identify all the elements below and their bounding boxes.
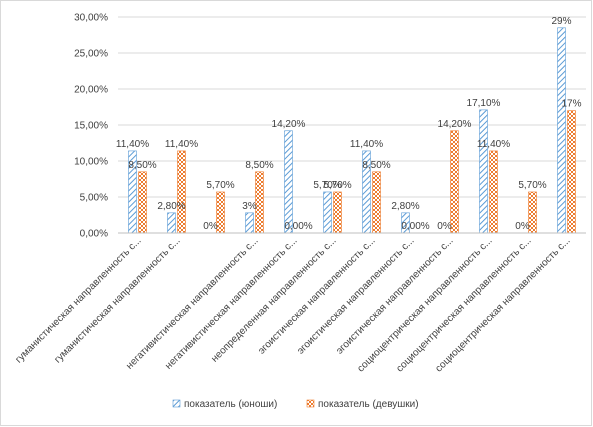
data-label: 0,00% — [401, 221, 429, 232]
bar-girls — [138, 171, 147, 234]
bar-boys — [167, 212, 176, 234]
legend-swatch — [306, 399, 315, 408]
y-tick-label: 10,00% — [74, 157, 108, 168]
x-category-label: негативистическая направленность с... — [124, 235, 260, 371]
data-label: 3% — [242, 201, 257, 212]
legend-swatch — [172, 399, 181, 408]
bar-boys — [245, 212, 254, 234]
data-label: 14,20% — [438, 119, 472, 130]
data-label: 11,40% — [116, 139, 149, 150]
bar-girls — [333, 191, 342, 234]
bar-girls — [372, 171, 381, 234]
x-category-label: социоцентрическая направленность с... — [395, 235, 534, 374]
y-tick-label: 5,00% — [80, 193, 108, 204]
gridlines — [118, 16, 586, 234]
bar-boys — [284, 130, 293, 234]
data-label: 29% — [551, 16, 571, 27]
data-label: 8,50% — [128, 160, 156, 171]
bar-girls — [489, 150, 498, 234]
data-labels: 11,40% 2,80% 0% 3% 14,20% 5,70% 11,40% 2,80% 0% 1… — [116, 16, 582, 232]
y-tick-label: 25,00% — [74, 49, 108, 60]
data-label: 2,80% — [391, 201, 419, 212]
data-label: 11,40% — [477, 139, 510, 150]
data-label: 8,50% — [245, 160, 273, 171]
data-label: 0% — [437, 221, 452, 232]
data-label: 2,80% — [157, 201, 185, 212]
data-label: 14,20% — [272, 119, 306, 130]
data-label: 5,70% — [206, 180, 234, 191]
legend-label: показатель (юноши) — [184, 399, 277, 410]
data-label: 11,40% — [350, 139, 383, 150]
y-axis: 0,00% 5,00% 10,00% 15,00% 20,00% 25,00% 30,00% — [74, 13, 108, 240]
y-tick-label: 30,00% — [74, 13, 108, 24]
x-axis: гуманистическая направленность с...гуман… — [14, 232, 586, 374]
bar-boys — [323, 191, 332, 234]
legend: показатель (юноши) показатель (девушки) — [172, 399, 419, 410]
bar-boys — [479, 109, 488, 234]
y-tick-label: 20,00% — [74, 85, 108, 96]
y-tick-label: 0,00% — [80, 229, 108, 240]
data-label: 0% — [203, 221, 218, 232]
bar-girls — [567, 110, 576, 234]
x-category-label: социоцентрическая направленность с... — [356, 235, 495, 374]
data-label: 5,70% — [323, 180, 351, 191]
bar-girls — [177, 150, 186, 234]
y-tick-label: 15,00% — [74, 121, 108, 132]
data-label: 11,40% — [165, 139, 198, 150]
x-category-label: социоцентрическая направленность с... — [434, 235, 573, 374]
legend-label: показатель (девушки) — [318, 399, 419, 410]
data-label: 0% — [515, 221, 530, 232]
data-label: 0,00% — [284, 221, 312, 232]
data-label: 17,10% — [467, 98, 501, 109]
data-label: 5,70% — [313, 180, 341, 191]
data-label: 17% — [561, 99, 581, 110]
data-label: 8,50% — [362, 160, 390, 171]
bar-girls — [450, 130, 459, 234]
bar-boys — [557, 27, 566, 234]
bars — [128, 27, 576, 234]
data-label: 5,70% — [518, 180, 546, 191]
